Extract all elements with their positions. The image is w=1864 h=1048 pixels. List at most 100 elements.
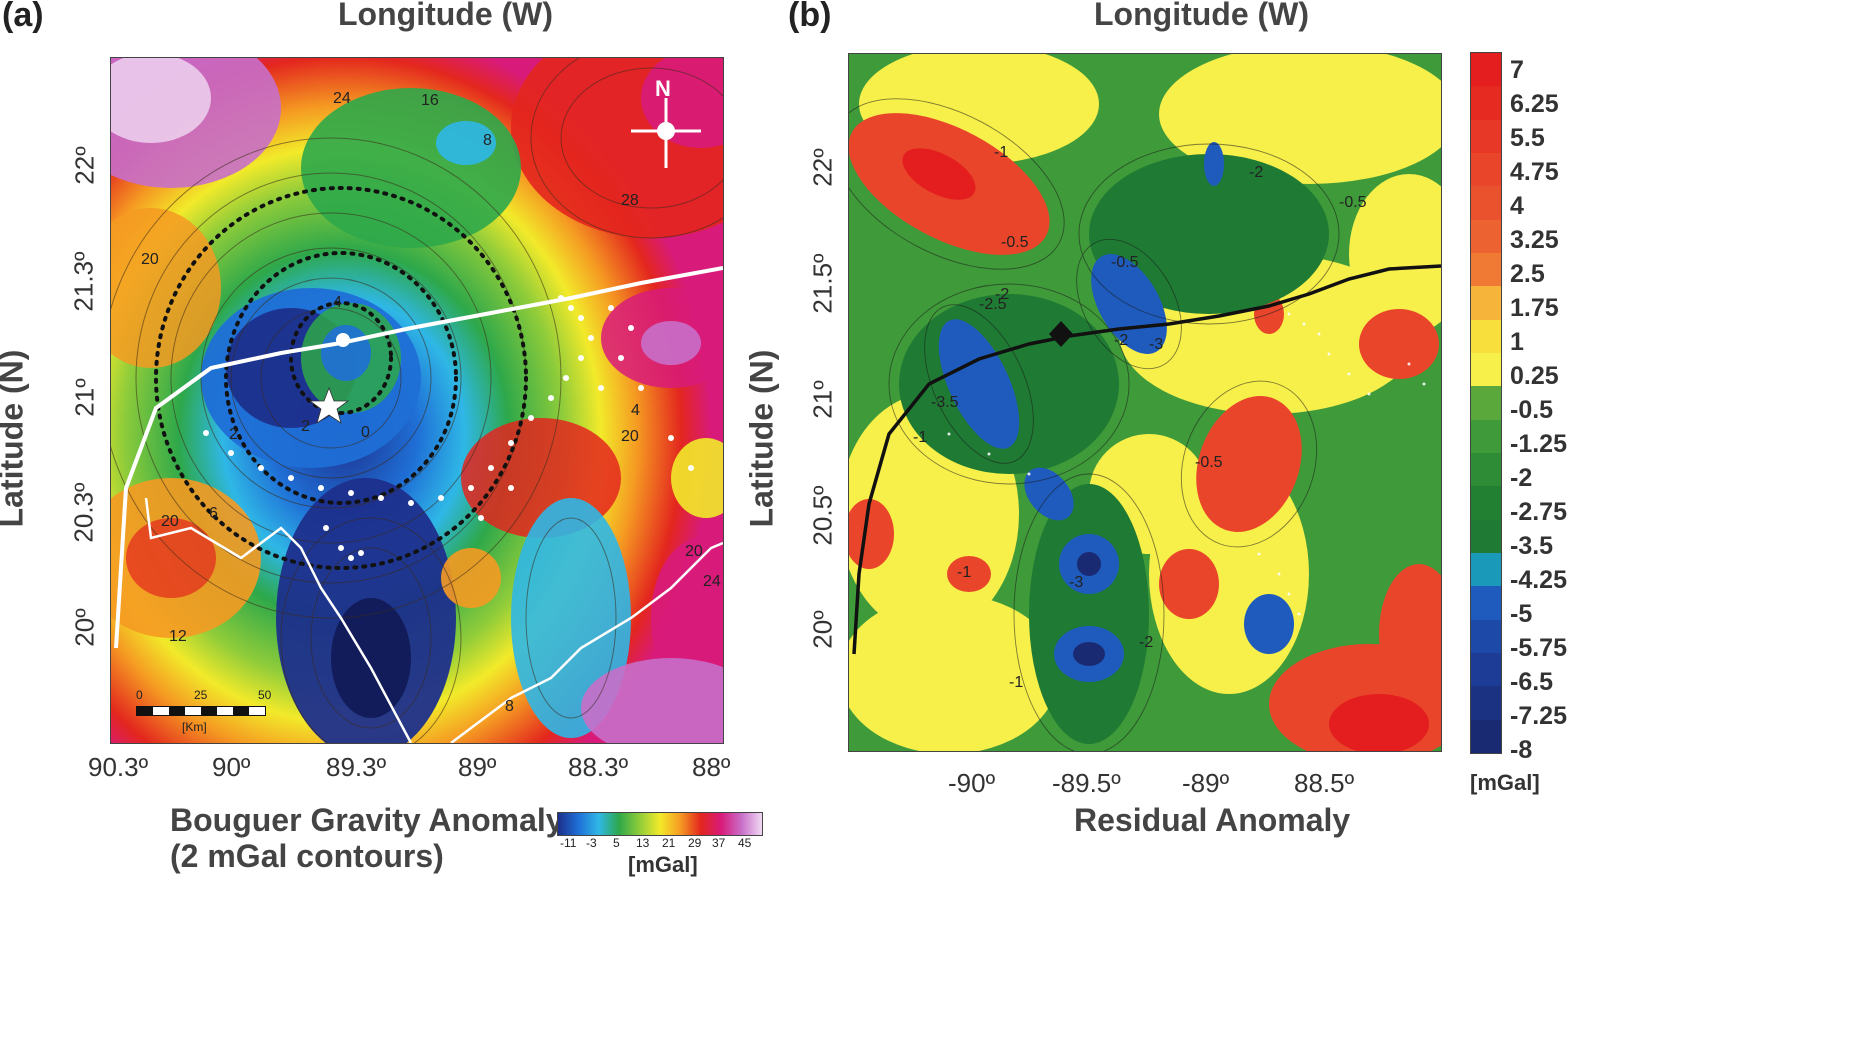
contour-label: -2.5 (979, 296, 1007, 313)
contour-label: -0.5 (1195, 454, 1223, 471)
colorbar-unit: [mGal] (628, 852, 698, 877)
colorbar-segment (1471, 219, 1501, 254)
contour-label: 2 (229, 426, 238, 443)
colorbar-label: -0.5 (1510, 396, 1554, 424)
contour-label: -0.5 (1339, 194, 1367, 211)
contour-label: -2 (1114, 332, 1129, 349)
panel-a-top-title: Longitude (W) (338, 0, 554, 32)
panel-b-bottom-title: Residual Anomaly (1074, 802, 1351, 838)
panel-b-xtick: -89º (1182, 768, 1230, 798)
colorbar-label: -3.5 (1510, 532, 1554, 560)
crater-center-diamond-icon (1049, 321, 1073, 347)
colorbar-tick: 45 (738, 836, 752, 850)
colorbar-tick: -3 (586, 836, 597, 850)
contour-label: -1 (957, 564, 972, 581)
panel-b-xtick: 88.5º (1294, 768, 1355, 798)
panel-a-ytick: 20.3º (68, 482, 99, 543)
colorbar-segment (1471, 86, 1501, 121)
panel-b-top-title: Longitude (W) (1094, 0, 1310, 32)
colorbar-segment (1471, 619, 1501, 654)
colorbar-label: -2.75 (1510, 498, 1567, 526)
contour-label: -3 (1149, 336, 1164, 353)
colorbar-label: 5.5 (1510, 124, 1545, 152)
residual-map-svg (849, 54, 1441, 751)
colorbar-segment (1471, 453, 1501, 487)
panel-b-ytick: 20º (807, 610, 838, 649)
colorbar-tick: 21 (662, 836, 676, 850)
contour-label: 24 (703, 573, 721, 590)
panel-a-ytick: 22º (69, 146, 100, 185)
scalebar-unit: [Km] (182, 720, 207, 734)
colorbar-label: -5 (1510, 600, 1533, 628)
colorbar-label: -4.25 (1510, 566, 1567, 594)
contour-label: -3 (1069, 574, 1084, 591)
panel-b-xtick: -90º (948, 768, 996, 798)
contour-label: -0.5 (1001, 234, 1029, 251)
contour-label: 0 (361, 424, 370, 441)
colorbar-segment (1471, 586, 1501, 621)
colorbar-label: -8 (1510, 736, 1533, 764)
contour-label: -3.5 (931, 394, 959, 411)
colorbar-segment (1471, 386, 1501, 421)
colorbar-tick: 13 (636, 836, 650, 850)
scalebar-label: 0 (136, 688, 143, 702)
colorbar-label: -6.5 (1510, 668, 1554, 696)
colorbar-label: 0.25 (1510, 362, 1559, 390)
bouguer-anomaly-map: N 24 16 8 28 20 12 2 4 0 20 6 2 8 24 20 … (110, 57, 724, 744)
panel-a-xtick: 90.3º (88, 752, 149, 782)
contour-label: 20 (685, 543, 703, 560)
contour-label: -0.5 (1111, 254, 1139, 271)
contour-label: 20 (161, 513, 179, 530)
contour-label: -1 (1009, 674, 1024, 691)
contour-label: -2 (1139, 634, 1154, 651)
colorbar-segment (1471, 153, 1501, 187)
panel-a-label: (a) (2, 0, 44, 34)
panel-a-ytick: 21.3º (68, 251, 99, 312)
colorbar-segment (1471, 119, 1501, 154)
colorbar-segment (1471, 53, 1501, 87)
colorbar-segment (1471, 353, 1501, 387)
panel-a-xtick: 89º (458, 752, 497, 782)
scalebar-label: 25 (194, 688, 208, 702)
north-arrow-icon (631, 98, 701, 168)
colorbar-segment (1471, 486, 1501, 521)
colorbar-segment (1471, 253, 1501, 287)
panel-a-y-title: Latitude (N) (0, 349, 30, 528)
panel-a-xtick: 89.3º (326, 752, 387, 782)
colorbar-tick: 29 (688, 836, 702, 850)
panel-a-bottom-title-2: (2 mGal contours) (170, 838, 444, 874)
panel-b-ytick: 21.5º (807, 253, 838, 314)
colorbar-label: 2.5 (1510, 260, 1545, 288)
colorbar-segment (1471, 319, 1501, 354)
panel-a-ytick: 21º (69, 378, 100, 417)
contour-label: 2 (301, 418, 310, 435)
residual-colorbar-unit: [mGal] (1470, 770, 1540, 795)
colorbar-label: 4 (1510, 192, 1524, 220)
colorbar-tick: 37 (712, 836, 726, 850)
colorbar-segment (1471, 553, 1501, 587)
panel-b-y-title: Latitude (N) (743, 349, 780, 528)
contour-label: -2 (995, 286, 1010, 303)
bouguer-map-svg (111, 58, 723, 743)
residual-anomaly-map: -1 -0.5 -2.5 -2 -0.5 -3 -2 -1 -3.5 -3 -2… (848, 53, 1442, 752)
colorbar-label: -2 (1510, 464, 1533, 492)
contour-label: 6 (209, 505, 218, 522)
contour-label: 24 (333, 90, 351, 107)
scale-bar: 0 25 50 [Km] (136, 688, 271, 734)
colorbar-label: 3.25 (1510, 226, 1559, 254)
north-label: N (655, 76, 671, 101)
colorbar-label: 7 (1510, 56, 1524, 84)
panel-b-ytick: 20.5º (807, 485, 838, 546)
panel-a-xtick: 88.3º (568, 752, 629, 782)
colorbar-label: -7.25 (1510, 702, 1567, 730)
panel-a-bottom-title-1: Bouguer Gravity Anomaly (170, 802, 564, 838)
colorbar-segment (1471, 186, 1501, 221)
panel-b-ytick: 22º (807, 148, 838, 187)
colorbar-label: -1.25 (1510, 430, 1567, 458)
colorbar-label: 1.75 (1510, 294, 1559, 322)
contour-label: 4 (333, 294, 342, 311)
contour-label: -1 (994, 144, 1009, 161)
colorbar-label: 4.75 (1510, 158, 1559, 186)
contour-label: 4 (631, 402, 640, 419)
colorbar-label: 1 (1510, 328, 1524, 356)
